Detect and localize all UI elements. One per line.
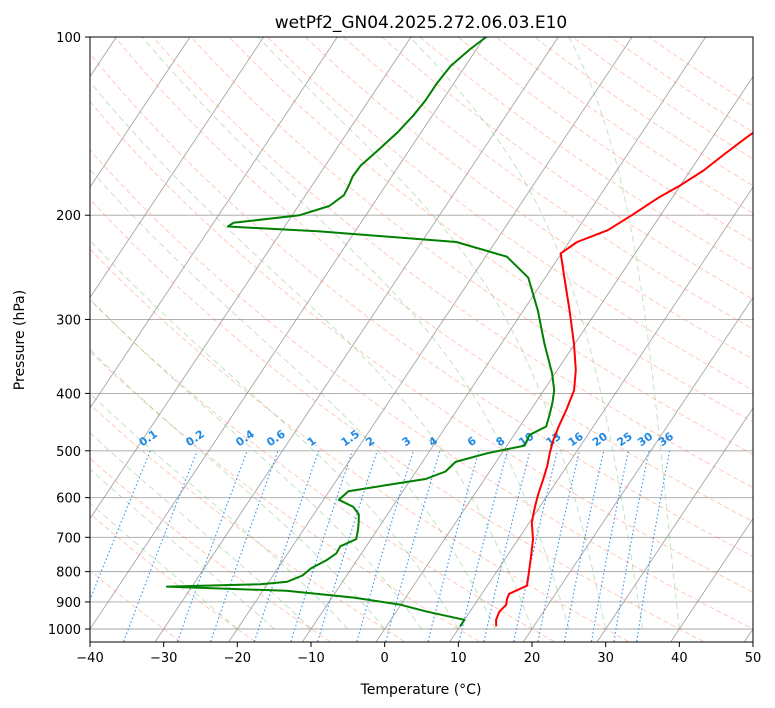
moist-adiabat-line [90,239,459,630]
plot-frame [89,36,754,643]
isotherm-line [670,517,753,642]
x-tick-label: −40 [76,651,103,666]
mixing-ratio-line [356,450,414,642]
temperature-line [495,131,753,627]
x-tick-label: 20 [524,651,541,666]
x-tick-label: −20 [224,651,251,666]
mixing-ratio-line [176,450,248,642]
background-lines [90,37,753,642]
mixing-ratio-line [90,450,151,602]
mixing-ratio-line [483,450,531,642]
profile-lines [165,37,753,627]
isotherm-line [228,37,633,642]
chart-title: wetPf2_GN04.2025.272.06.03.E10 [275,13,567,33]
x-axis: −40 −30 −20 −10 0 10 20 30 40 50 [76,642,761,666]
isotherm-line [154,37,559,642]
mixing-ratio-line [123,450,198,642]
dry-adiabat-line [228,37,753,423]
mixing-ratio-line [458,450,508,642]
isotherm-line [90,37,486,630]
y-tick-label: 700 [56,531,81,546]
y-tick-label: 800 [56,566,81,581]
isotherm-line [596,407,753,642]
dry-adiabat-line [90,52,753,558]
mixing-ratio-line [427,450,480,642]
y-tick-label: 1000 [48,623,81,638]
moist-adiabat-line [257,37,607,630]
dewpoint-line [165,37,556,627]
x-tick-label: 40 [671,651,688,666]
x-tick-label: 0 [381,651,389,666]
dry-adiabat-line [152,37,753,489]
x-tick-label: 10 [450,651,467,666]
moist-adiabat-line [90,80,533,630]
x-axis-label: Temperature (°C) [360,682,482,698]
dry-adiabat-line [90,100,753,593]
dry-adiabat-line [90,198,704,642]
mixing-ratio-line [253,450,320,642]
mixing-ratio-line [210,450,279,642]
dry-adiabat-line [90,299,555,642]
mixing-ratio-line [317,450,378,642]
dry-adiabat-line [90,403,405,642]
dry-adiabat-line [381,37,753,300]
y-axis: 1000 900 800 700 600 500 400 300 200 100 [48,31,90,638]
dry-adiabat-line [190,37,753,456]
y-tick-label: 400 [56,387,81,402]
isotherm-line [449,186,753,642]
y-axis-label: Pressure (hPa) [12,290,28,390]
moist-adiabat-line [568,37,680,630]
moist-adiabat-line [90,468,275,630]
dry-adiabat-line [114,37,753,523]
isotherm-line [90,37,191,188]
moist-adiabat-line [90,432,312,630]
x-tick-label: 50 [745,651,762,666]
isotherm-line [90,37,412,520]
isotherm-line [90,37,265,299]
y-tick-label: 200 [56,209,81,224]
moist-adiabat-line [90,298,422,630]
isotherm-line [302,37,707,642]
isotherm-line [375,75,753,642]
x-tick-label: 30 [597,651,614,666]
isotherm-line [523,296,753,642]
mixing-ratio-line [385,450,441,642]
dry-adiabat-line [90,350,480,642]
isotherm-line [90,37,338,409]
x-tick-label: −30 [150,651,177,666]
y-tick-label: 300 [56,313,81,328]
dry-adiabat-line [343,37,753,330]
y-tick-label: 100 [56,31,81,46]
y-tick-label: 500 [56,445,81,460]
dry-adiabat-line [90,149,753,630]
y-tick-label: 600 [56,492,81,507]
moist-adiabat-line [90,168,496,630]
y-tick-label: 900 [56,596,81,611]
moist-adiabat-line [409,37,643,630]
moist-adiabat-line [142,37,570,630]
moist-adiabat-line [90,348,386,630]
x-tick-label: −10 [297,651,324,666]
mixing-ratio-line [290,450,353,642]
